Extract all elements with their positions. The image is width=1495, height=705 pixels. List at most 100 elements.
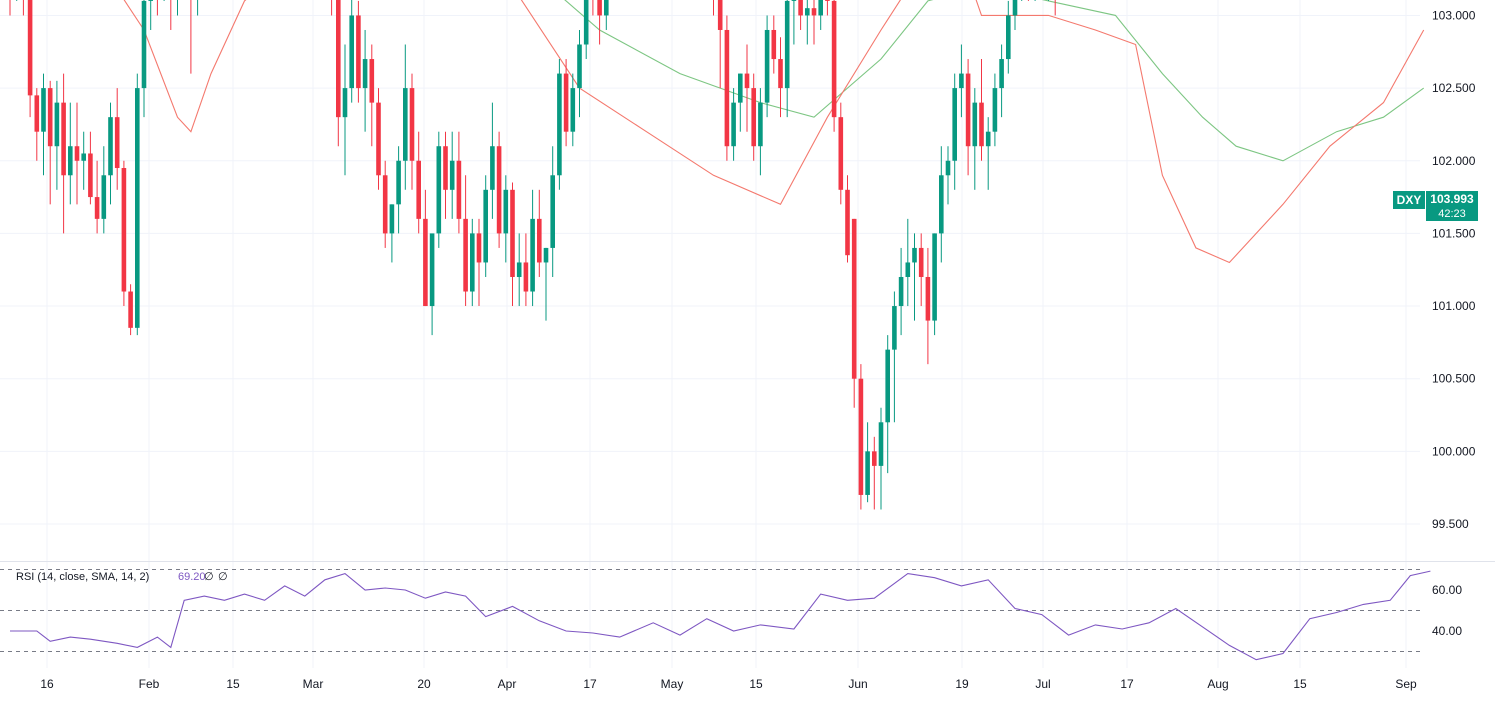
rsi-legend[interactable]: RSI (14, close, SMA, 14, 2) 69.20 ∅ ∅ [16,571,228,583]
candle-up[interactable] [985,117,991,190]
candle-up[interactable] [530,189,535,307]
candle-up[interactable] [141,0,147,118]
price-axis[interactable]: 99.500 100.000 100.500 101.000 101.500 102.00… [1432,0,1476,531]
candle-up[interactable] [403,44,408,190]
candle-up[interactable] [389,204,395,263]
candle-up[interactable] [543,247,549,321]
candle-up[interactable] [148,0,153,30]
candle-down[interactable] [114,88,120,190]
candle-up[interactable] [999,44,1004,118]
candle-up[interactable] [342,44,348,176]
candle-up[interactable] [583,0,589,60]
candle-up[interactable] [449,131,455,219]
candle-down[interactable] [925,247,931,365]
candle-down[interactable] [423,189,428,307]
candle-up[interactable] [992,73,998,147]
candle-down[interactable] [369,44,375,147]
candle-down[interactable] [456,131,462,234]
candles-layer[interactable] [8,0,1078,510]
candle-down[interactable] [979,59,984,161]
candle-down[interactable] [778,37,783,118]
candle-up[interactable] [892,291,897,423]
candle-down[interactable] [169,0,174,30]
candle-up[interactable] [784,0,790,118]
candle-down[interactable] [523,233,529,307]
candle-down[interactable] [94,160,100,234]
candle-up[interactable] [932,233,937,336]
rsi-line-layer[interactable] [10,570,1431,661]
candle-up[interactable] [135,73,140,336]
candle-up[interactable] [805,0,810,45]
candle-down[interactable] [744,44,750,132]
candle-up[interactable] [885,335,890,474]
candle-down[interactable] [496,131,502,248]
candle-down[interactable] [376,88,381,190]
candle-down[interactable] [711,0,716,16]
candle-down[interactable] [563,59,569,147]
candle-down[interactable] [597,0,602,45]
candle-down[interactable] [771,15,777,74]
candle-down[interactable] [918,233,924,307]
candle-down[interactable] [798,0,803,30]
candle-up[interactable] [952,73,957,190]
candle-down[interactable] [872,436,877,510]
candle-up[interactable] [81,131,86,190]
candle-down[interactable] [845,175,850,263]
candle-down[interactable] [27,0,33,118]
candle-up[interactable] [898,247,904,336]
candle-down[interactable] [128,284,133,336]
candle-up[interactable] [972,88,978,190]
candle-up[interactable] [791,0,797,45]
candle-down[interactable] [409,73,415,190]
candle-down[interactable] [717,0,723,89]
candle-down[interactable] [189,0,194,74]
candle-up[interactable] [945,146,951,205]
candle-up[interactable] [905,218,911,307]
candle-up[interactable] [41,73,46,176]
candle-down[interactable] [591,0,596,16]
candle-up[interactable] [570,73,576,147]
candle-down[interactable] [74,102,80,205]
candle-down[interactable] [851,218,857,408]
candle-up[interactable] [764,15,770,118]
candle-down[interactable] [965,59,971,176]
candle-down[interactable] [825,0,830,16]
candle-down[interactable] [382,160,388,248]
candle-down[interactable] [443,131,448,219]
candle-down[interactable] [121,160,127,307]
candle-down[interactable] [831,0,837,132]
candle-up[interactable] [429,233,435,336]
candle-down[interactable] [537,189,542,277]
candle-up[interactable] [470,218,475,307]
candle-up[interactable] [54,80,60,190]
candle-down[interactable] [724,15,730,161]
candle-up[interactable] [577,29,582,118]
candle-up[interactable] [108,102,113,205]
candle-up[interactable] [550,146,555,277]
candle-down[interactable] [88,131,93,205]
candle-down[interactable] [476,218,482,307]
candle-up[interactable] [939,146,944,263]
candle-down[interactable] [21,0,26,16]
candle-up[interactable] [1012,0,1018,30]
candle-down[interactable] [47,80,53,205]
candle-down[interactable] [510,182,515,307]
candle-up[interactable] [436,131,442,248]
candle-up[interactable] [818,0,823,30]
candle-up[interactable] [1006,0,1011,74]
candle-down[interactable] [336,0,341,147]
candle-down[interactable] [463,175,468,307]
candle-up[interactable] [865,422,870,503]
candle-up[interactable] [758,88,763,176]
candle-down[interactable] [858,364,864,510]
candle-up[interactable] [490,102,495,219]
candle-up[interactable] [68,102,73,205]
candle-down[interactable] [838,102,844,205]
candle-up[interactable] [959,44,964,118]
time-axis[interactable]: 16 Feb 15 Mar 20 Apr 17 May 15 Jun 19 Jul 17 Aug 15 Sep [40,677,1417,691]
candle-up[interactable] [503,175,509,263]
candle-down[interactable] [356,0,361,103]
rsi-line[interactable] [10,570,1431,661]
candle-up[interactable] [362,29,368,132]
candle-up[interactable] [101,146,107,234]
